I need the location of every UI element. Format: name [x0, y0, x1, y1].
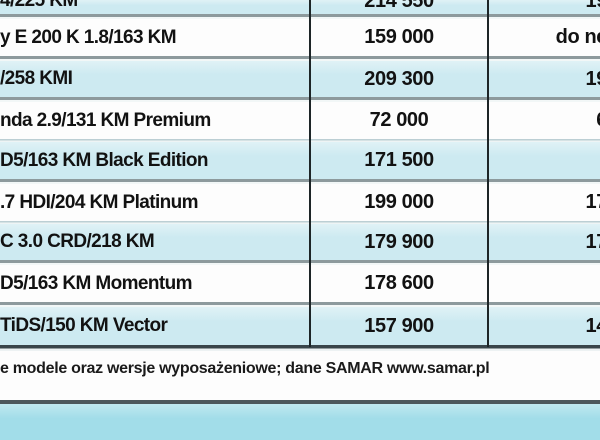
note-text: 14 — [585, 314, 600, 337]
table-row: C 3.0 CRD/218 KM 179 900 17 — [0, 224, 600, 260]
note-text: 6 — [488, 109, 600, 132]
table-row: /258 KMI 209 300 19 — [0, 61, 600, 97]
row-separator — [0, 56, 600, 61]
model-cell: .7 HDI/204 KM Platinum — [0, 191, 199, 213]
model-cell: C 3.0 CRD/218 KM — [0, 231, 155, 252]
row-separator — [0, 260, 600, 265]
note-cell: 6 — [488, 109, 600, 132]
price-cell: 179 900 — [364, 230, 434, 253]
model-cell: D5/163 KM Momentum — [0, 272, 193, 294]
note-cell: 14 — [488, 315, 600, 338]
price-cell: 72 000 — [369, 109, 429, 131]
price-cell: 157 900 — [364, 314, 434, 337]
note-text: 17 — [585, 230, 600, 253]
row-separator — [0, 97, 600, 102]
row-separator — [0, 179, 600, 184]
note-cell: 19 — [488, 0, 600, 14]
model-cell: /258 KMI — [0, 68, 73, 89]
row-separator — [0, 14, 600, 19]
note-cell: 17 — [488, 191, 600, 214]
row-separator — [0, 139, 600, 142]
column-divider — [309, 0, 311, 347]
table-row: TiDS/150 KM Vector 157 900 14 — [0, 307, 600, 345]
price-cell: 178 600 — [364, 272, 434, 294]
table-bottom-border — [0, 345, 600, 351]
table-row: D5/163 KM Black Edition 171 500 — [0, 142, 600, 179]
model-cell: y E 200 K 1.8/163 KM — [0, 26, 177, 48]
price-cell: 209 300 — [364, 67, 434, 90]
note-cell: 19 — [488, 68, 600, 91]
table-row: 4/225 KM 214 550 19 — [0, 0, 600, 14]
table-row: D5/163 KM Momentum 178 600 — [0, 265, 600, 302]
table-row: nda 2.9/131 KM Premium 72 000 6 — [0, 102, 600, 139]
cyan-background-band — [0, 404, 600, 440]
row-separator — [0, 221, 600, 224]
price-cell: 199 000 — [364, 191, 434, 213]
note-text: 17 — [585, 191, 600, 213]
car-price-table: 4/225 KM 214 550 19 y E 200 K 1.8/163 KM… — [0, 0, 600, 351]
model-text: 4/225 KM — [0, 0, 78, 11]
column-divider — [487, 0, 489, 347]
price-text: 214 550 — [364, 0, 434, 12]
price-cell: 171 500 — [364, 149, 434, 171]
model-cell: TiDS/150 KM Vector — [0, 315, 168, 336]
price-cell: 214 550 — [310, 0, 488, 14]
section-divider-rule — [0, 400, 600, 404]
footnote-text: e modele oraz wersje wyposażeniowe; dane… — [0, 360, 490, 377]
model-cell: nda 2.9/131 KM Premium — [0, 109, 211, 131]
table-row: y E 200 K 1.8/163 KM 159 000 do ne — [0, 19, 600, 56]
table-row: .7 HDI/204 KM Platinum 199 000 17 — [0, 184, 600, 221]
note-cell: do ne — [488, 26, 600, 49]
note-cell: 17 — [488, 231, 600, 254]
note-text: do ne — [555, 26, 600, 48]
price-cell: 159 000 — [364, 26, 434, 48]
note-text: 19 — [585, 67, 600, 90]
model-cell: D5/163 KM Black Edition — [0, 149, 209, 171]
row-separator — [0, 302, 600, 307]
table-footnote-area: e modele oraz wersje wyposażeniowe; dane… — [0, 351, 600, 400]
model-cell: 4/225 KM — [0, 0, 310, 14]
note-text: 19 — [585, 0, 600, 12]
